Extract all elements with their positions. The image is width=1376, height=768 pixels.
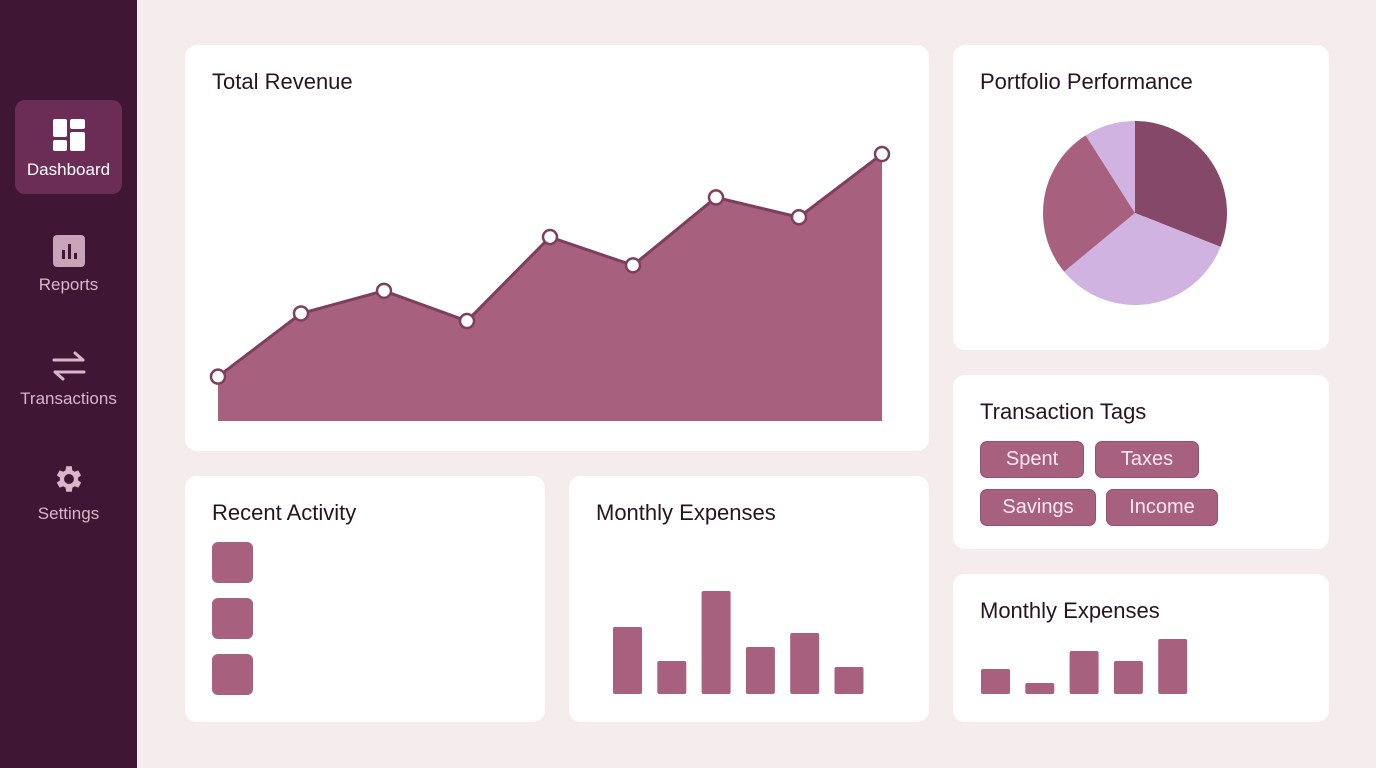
tag-income[interactable]: Income <box>1106 489 1218 526</box>
gear-icon <box>56 466 81 492</box>
sidebar-item-settings[interactable]: Settings <box>15 444 122 538</box>
card-title: Transaction Tags <box>980 399 1147 424</box>
activity-item[interactable] <box>212 542 253 583</box>
activity-item[interactable] <box>212 654 253 695</box>
data-point <box>624 257 642 274</box>
expense-bar <box>1025 683 1055 694</box>
data-point <box>541 228 559 246</box>
data-point <box>790 208 808 226</box>
sidebar-item-label: Transactions <box>20 389 117 408</box>
tag-taxes[interactable]: Taxes <box>1095 441 1199 478</box>
revenue-area <box>218 154 882 421</box>
data-point <box>873 145 891 163</box>
tag-savings[interactable]: Savings <box>980 489 1096 526</box>
sidebar-item-label: Settings <box>37 504 100 523</box>
expenses-small-bar-chart <box>981 639 1188 694</box>
revenue-area-chart <box>209 145 891 421</box>
pie-slice <box>1043 135 1135 272</box>
tag-spent[interactable]: Spent <box>980 441 1084 478</box>
swap-arrows-icon <box>52 351 85 381</box>
expense-bar <box>613 627 642 694</box>
bar-chart-icon <box>52 235 85 267</box>
sidebar-item-reports[interactable]: Reports <box>15 215 122 309</box>
monthly-expenses-small-card: Monthly Expenses <box>953 574 1329 722</box>
expense-bar <box>790 633 820 694</box>
card-title: Recent Activity <box>212 500 357 525</box>
total-revenue-card: Total Revenue <box>185 45 929 451</box>
expense-bar <box>1158 639 1188 694</box>
data-point <box>292 305 310 322</box>
expense-bar <box>1069 651 1099 694</box>
card-title: Total Revenue <box>212 69 353 94</box>
sidebar-item-transactions[interactable]: Transactions <box>15 329 122 423</box>
expense-bar <box>981 669 1010 694</box>
expense-bar <box>701 591 731 694</box>
card-title: Monthly Expenses <box>980 598 1160 623</box>
expense-bar <box>834 667 864 694</box>
expense-bar <box>657 661 687 694</box>
data-point <box>209 368 227 385</box>
card-title: Monthly Expenses <box>596 500 776 525</box>
sidebar-item-label: Reports <box>38 275 99 294</box>
sidebar-item-label: Dashboard <box>26 160 111 179</box>
pie-slice <box>1135 121 1227 247</box>
portfolio-card: Portfolio Performance <box>953 45 1329 350</box>
sidebar-item-dashboard[interactable]: Dashboard <box>15 100 122 194</box>
dashboard-icon <box>52 119 85 151</box>
expense-bar <box>1113 661 1143 694</box>
card-title: Portfolio Performance <box>980 69 1193 94</box>
expenses-bar-chart <box>613 591 864 694</box>
portfolio-pie-chart <box>1043 121 1227 306</box>
data-point <box>458 312 476 330</box>
data-point <box>707 189 725 206</box>
activity-item[interactable] <box>212 598 253 639</box>
pie-slice <box>1085 121 1135 213</box>
monthly-expenses-card: Monthly Expenses <box>569 476 929 722</box>
data-point <box>375 282 393 300</box>
pie-slice <box>1064 213 1221 306</box>
expense-bar <box>745 647 775 694</box>
sidebar: Dashboard Reports Transactions Settings <box>0 0 137 768</box>
transaction-tags-card: Transaction Tags Spent Taxes Savings Inc… <box>953 375 1329 549</box>
recent-activity-card: Recent Activity <box>185 476 545 722</box>
